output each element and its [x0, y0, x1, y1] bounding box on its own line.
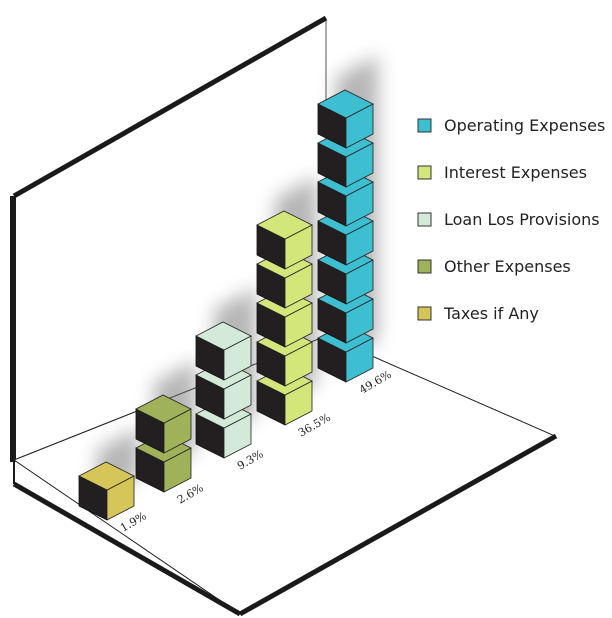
- legend-swatch: [417, 165, 432, 180]
- bar-cube: [195, 321, 252, 381]
- legend-swatch: [417, 118, 432, 133]
- legend-item: Other Expenses: [417, 257, 571, 276]
- legend-label: Taxes if Any: [443, 304, 539, 323]
- bar-cube: [317, 89, 374, 149]
- bar-stack: [256, 210, 313, 426]
- bar-cube: [78, 461, 135, 521]
- cube-stacks: [78, 89, 374, 521]
- bar-stack: [317, 89, 374, 383]
- bar-stack: [135, 394, 192, 493]
- legend-item: Taxes if Any: [417, 304, 539, 323]
- bar-stack: [195, 321, 252, 459]
- legend: Operating Expenses Interest Expenses Loan …: [417, 116, 605, 323]
- legend-swatch: [417, 212, 432, 227]
- legend-swatch: [417, 306, 432, 321]
- legend-label: Interest Expenses: [444, 163, 587, 182]
- legend-label: Operating Expenses: [444, 116, 605, 135]
- legend-item: Operating Expenses: [417, 116, 605, 135]
- legend-swatch: [417, 259, 432, 274]
- bar-cube: [135, 394, 192, 454]
- bar-cube: [256, 210, 313, 270]
- legend-label: Loan Los Provisions: [444, 210, 600, 229]
- bar-stack: [78, 461, 135, 521]
- legend-item: Interest Expenses: [417, 163, 587, 182]
- legend-label: Other Expenses: [444, 257, 571, 276]
- legend-item: Loan Los Provisions: [417, 210, 600, 229]
- bar-cube: [317, 284, 374, 344]
